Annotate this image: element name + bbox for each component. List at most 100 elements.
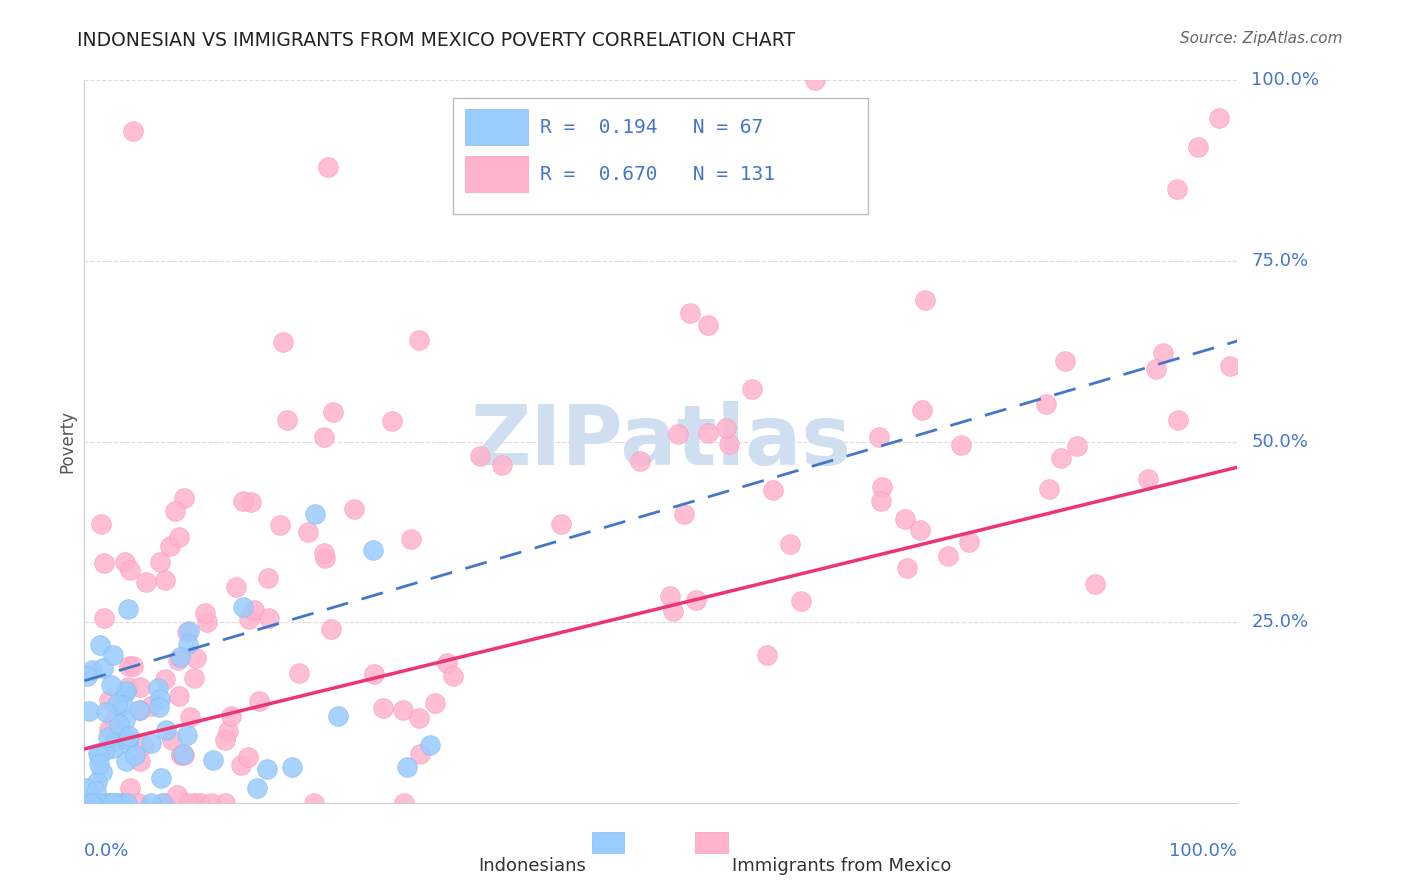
Point	[319, 622, 342, 636]
Point	[177, 624, 200, 638]
Point	[491, 458, 513, 473]
Point	[150, 796, 173, 810]
Point	[141, 699, 163, 714]
Text: 25.0%: 25.0%	[1251, 613, 1309, 632]
Point	[93, 611, 115, 625]
Point	[214, 796, 236, 810]
Point	[672, 507, 695, 521]
Point	[172, 747, 194, 761]
Point	[87, 757, 110, 772]
Point	[441, 669, 464, 683]
Point	[169, 530, 191, 544]
Point	[87, 796, 110, 810]
Point	[662, 605, 685, 619]
Point	[1050, 450, 1073, 465]
Point	[408, 711, 430, 725]
Point	[1035, 397, 1057, 411]
Point	[79, 796, 101, 810]
Point	[80, 796, 103, 810]
Point	[97, 722, 120, 736]
Point	[165, 504, 187, 518]
Point	[153, 573, 176, 587]
Point	[118, 563, 141, 577]
Point	[89, 638, 111, 652]
Point	[114, 555, 136, 569]
Point	[779, 537, 801, 551]
Point	[714, 421, 737, 435]
Point	[257, 571, 280, 585]
Point	[118, 729, 141, 743]
Point	[232, 600, 254, 615]
Point	[804, 73, 827, 87]
Point	[870, 480, 893, 494]
Point	[789, 594, 811, 608]
Bar	[696, 831, 728, 854]
Point	[392, 796, 415, 810]
Point	[159, 539, 181, 553]
Point	[80, 796, 103, 810]
Point	[117, 681, 139, 695]
Bar	[465, 109, 529, 145]
Text: 100.0%: 100.0%	[1170, 842, 1237, 860]
Point	[1152, 346, 1174, 360]
Point	[371, 701, 394, 715]
Point	[304, 507, 326, 521]
Point	[908, 523, 931, 537]
Point	[90, 516, 112, 531]
Point	[179, 709, 201, 723]
Point	[167, 690, 190, 704]
Point	[124, 747, 146, 762]
Y-axis label: Poverty: Poverty	[58, 410, 76, 473]
Point	[122, 659, 145, 673]
Point	[269, 518, 291, 533]
Point	[101, 648, 124, 662]
Point	[217, 724, 239, 739]
Point	[146, 681, 169, 696]
Point	[75, 781, 97, 796]
Point	[91, 764, 114, 779]
Point	[425, 696, 447, 710]
Point	[117, 735, 139, 749]
Point	[86, 775, 108, 789]
Point	[762, 483, 785, 497]
Point	[186, 651, 208, 665]
Point	[741, 382, 763, 396]
Point	[242, 603, 264, 617]
Point	[628, 454, 651, 468]
Point	[1187, 140, 1209, 154]
Text: 50.0%: 50.0%	[1251, 433, 1308, 450]
Point	[696, 425, 718, 440]
Bar	[592, 831, 624, 854]
Point	[94, 705, 117, 719]
Point	[1084, 577, 1107, 591]
Point	[288, 665, 311, 680]
Point	[911, 403, 934, 417]
Text: 100.0%: 100.0%	[1251, 71, 1319, 89]
Point	[436, 656, 458, 670]
Point	[219, 709, 242, 723]
Point	[76, 669, 98, 683]
Point	[232, 494, 254, 508]
Point	[86, 796, 108, 810]
Point	[115, 796, 138, 810]
Point	[316, 160, 339, 174]
Point	[936, 549, 959, 563]
Point	[236, 750, 259, 764]
Point	[184, 796, 207, 810]
Point	[1208, 111, 1230, 125]
Point	[312, 430, 335, 444]
Point	[408, 333, 430, 347]
Point	[550, 516, 572, 531]
Point	[155, 673, 177, 687]
Point	[183, 671, 205, 685]
Point	[200, 796, 222, 810]
Point	[314, 546, 336, 560]
Point	[1166, 182, 1188, 196]
Point	[97, 730, 120, 744]
Point	[302, 796, 325, 810]
Point	[685, 593, 707, 607]
Point	[86, 746, 108, 760]
Point	[868, 430, 890, 444]
Point	[361, 542, 384, 557]
Point	[399, 532, 422, 546]
